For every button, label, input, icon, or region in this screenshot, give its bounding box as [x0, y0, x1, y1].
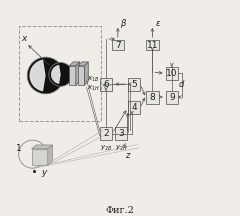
Text: $x_{1B}$: $x_{1B}$: [87, 75, 99, 84]
Text: 5: 5: [131, 80, 137, 89]
Circle shape: [49, 63, 72, 86]
Text: Фиг.2: Фиг.2: [106, 206, 134, 215]
Bar: [115, 127, 127, 140]
Bar: [146, 91, 159, 103]
Polygon shape: [78, 62, 88, 66]
Text: y: y: [41, 168, 46, 178]
Bar: [69, 66, 76, 85]
Polygon shape: [69, 62, 80, 66]
Polygon shape: [76, 62, 80, 85]
Bar: [166, 67, 178, 80]
Bar: [128, 78, 140, 91]
Text: x: x: [21, 34, 27, 43]
Text: 8: 8: [150, 92, 155, 102]
Bar: [78, 66, 84, 85]
Circle shape: [27, 57, 64, 94]
Bar: [100, 78, 112, 91]
Polygon shape: [48, 145, 53, 165]
Bar: [128, 101, 140, 114]
Text: d: d: [179, 80, 185, 89]
Text: 3: 3: [118, 129, 124, 138]
Polygon shape: [30, 60, 46, 91]
Bar: [32, 149, 48, 165]
Bar: [112, 40, 124, 51]
Text: 10: 10: [166, 69, 178, 78]
Text: 2: 2: [103, 129, 109, 138]
Text: $x_{1H}$: $x_{1H}$: [87, 83, 100, 93]
Polygon shape: [51, 65, 61, 84]
Text: $y_{2H}$: $y_{2H}$: [114, 143, 127, 153]
Text: 4: 4: [131, 103, 137, 112]
Text: 7: 7: [115, 41, 121, 50]
Text: $\varepsilon$: $\varepsilon$: [155, 19, 161, 29]
Text: $\beta$: $\beta$: [120, 17, 127, 30]
Bar: [19, 26, 101, 121]
Bar: [100, 127, 112, 140]
Text: 1: 1: [16, 144, 22, 153]
Bar: [146, 40, 159, 51]
Polygon shape: [84, 62, 88, 85]
Text: 9: 9: [169, 92, 175, 102]
Text: z: z: [125, 151, 130, 160]
Text: $y_{2B}$: $y_{2B}$: [100, 143, 112, 153]
Polygon shape: [32, 145, 53, 149]
Text: 11: 11: [147, 41, 158, 50]
Text: 6: 6: [103, 80, 109, 89]
Bar: [166, 91, 178, 103]
